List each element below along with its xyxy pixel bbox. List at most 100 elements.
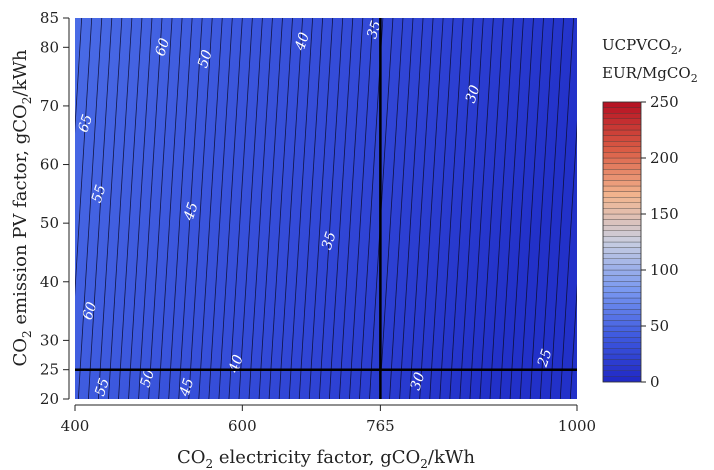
contour-label: 25 bbox=[535, 347, 556, 370]
contour-line bbox=[469, 18, 494, 399]
colorbar-band bbox=[602, 314, 642, 321]
y-tick-label: 80 bbox=[40, 38, 59, 56]
plot-background bbox=[75, 18, 577, 399]
contour-line bbox=[288, 18, 314, 399]
colorbar-band bbox=[602, 303, 642, 310]
colorbar-band bbox=[602, 118, 642, 125]
contour-line bbox=[359, 18, 384, 399]
colorbar-tick-label: 100 bbox=[650, 261, 679, 279]
contour-label: 30 bbox=[463, 83, 484, 105]
contour-lines bbox=[75, 18, 603, 399]
contour-label: 55 bbox=[92, 376, 113, 398]
colorbar-band bbox=[602, 264, 642, 271]
x-tick-label: 400 bbox=[61, 417, 90, 435]
contour-line bbox=[278, 18, 303, 399]
colorbar-band bbox=[602, 376, 642, 383]
y-tick-label: 85 bbox=[40, 9, 59, 27]
colorbar-band bbox=[602, 213, 642, 220]
contour-line bbox=[479, 18, 504, 399]
contour-line bbox=[389, 18, 414, 399]
colorbar-band bbox=[602, 241, 642, 248]
contour-line bbox=[168, 18, 193, 399]
contour-label: 50 bbox=[195, 48, 216, 70]
colorbar-band bbox=[602, 146, 642, 153]
x-axis-label: CO2 electricity factor, gCO2/kWh bbox=[177, 447, 475, 470]
colorbar-tick-label: 0 bbox=[650, 373, 660, 391]
contour-line bbox=[248, 18, 273, 399]
contour-line bbox=[87, 18, 113, 399]
colorbar-band bbox=[602, 370, 642, 377]
colorbar-band bbox=[602, 208, 642, 215]
colorbar-band bbox=[602, 309, 642, 315]
colorbar-band bbox=[602, 342, 642, 349]
colorbar-ticks: 0 50 100 150 200 250 bbox=[641, 93, 679, 391]
contour-label: 40 bbox=[292, 30, 313, 53]
contour-line bbox=[328, 18, 354, 399]
contour-line bbox=[198, 18, 223, 399]
contour-line bbox=[118, 18, 143, 399]
colorbar-band bbox=[602, 169, 642, 175]
y-axis-label: CO2 emission PV factor, gCO2/kWh bbox=[10, 49, 34, 366]
colorbar-band bbox=[602, 174, 642, 181]
contour-line bbox=[509, 18, 534, 399]
x-tick-label: 1000 bbox=[558, 417, 596, 435]
contour-line bbox=[409, 18, 434, 399]
colorbar-band bbox=[602, 331, 642, 338]
contour-line bbox=[489, 18, 514, 399]
colorbar-band bbox=[602, 292, 642, 299]
contour-line bbox=[148, 18, 173, 399]
colorbar-frame bbox=[602, 101, 642, 383]
colorbar-band bbox=[602, 297, 642, 304]
contour-line bbox=[308, 18, 334, 399]
contour-line bbox=[559, 120, 577, 399]
colorbar-band bbox=[602, 359, 642, 366]
colorbar-band bbox=[602, 275, 642, 282]
colorbar-band bbox=[602, 185, 642, 192]
contour-line bbox=[158, 18, 183, 399]
colorbar-band bbox=[602, 191, 642, 198]
contour-line bbox=[580, 18, 603, 399]
colorbar-band bbox=[602, 101, 642, 108]
colorbar-title-line2: EUR/MgCO2 bbox=[602, 64, 698, 85]
contour-line bbox=[399, 18, 424, 399]
colorbar-band bbox=[602, 225, 642, 231]
colorbar: UCPVCO2, EUR/MgCO2 0 50 100 150 200 250 bbox=[602, 36, 698, 391]
colorbar-band bbox=[602, 353, 642, 360]
y-axis: 20 25 30 40 50 60 70 80 85 bbox=[40, 9, 70, 408]
colorbar-band bbox=[602, 163, 642, 170]
contour-line bbox=[529, 18, 554, 399]
colorbar-band bbox=[602, 269, 642, 276]
contour-line bbox=[218, 18, 243, 399]
reference-lines bbox=[75, 18, 577, 399]
contour-line bbox=[449, 18, 474, 399]
contour-label: 60 bbox=[80, 300, 101, 322]
colorbar-tick-label: 200 bbox=[650, 149, 679, 167]
contour-line bbox=[188, 18, 213, 399]
contour-line bbox=[298, 18, 324, 399]
contour-line bbox=[258, 18, 283, 399]
colorbar-band bbox=[602, 286, 642, 293]
contour-line bbox=[75, 18, 93, 297]
contour-line bbox=[98, 18, 123, 399]
colorbar-band bbox=[602, 281, 642, 287]
y-tick-label: 70 bbox=[40, 97, 59, 115]
y-tick-label: 25 bbox=[40, 361, 59, 379]
contour-line bbox=[429, 18, 454, 399]
colorbar-band bbox=[602, 124, 642, 131]
colorbar-title-line1: UCPVCO2, bbox=[602, 36, 683, 57]
colorbar-band bbox=[602, 157, 642, 164]
contour-label: 45 bbox=[181, 200, 202, 223]
colorbar-bands bbox=[602, 101, 642, 383]
contour-line bbox=[539, 18, 565, 399]
y-tick-label: 20 bbox=[40, 390, 59, 408]
y-tick-label: 60 bbox=[40, 156, 59, 174]
contour-line bbox=[459, 18, 484, 399]
colorbar-band bbox=[602, 219, 642, 226]
colorbar-band bbox=[602, 107, 642, 114]
colorbar-band bbox=[602, 258, 642, 265]
contour-line bbox=[439, 18, 464, 399]
contour-line bbox=[338, 18, 364, 399]
y-tick-label: 30 bbox=[40, 331, 59, 349]
